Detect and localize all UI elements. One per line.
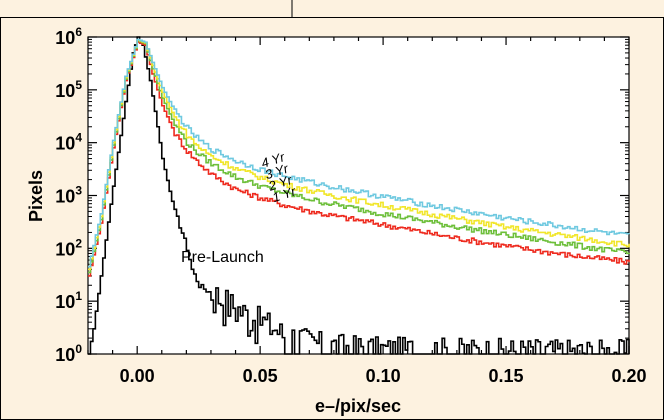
x-tick-label: 0.10 — [366, 366, 401, 386]
y-tick-label: 105 — [55, 78, 82, 101]
series-3-yr — [88, 39, 630, 271]
x-tick-label: 0.15 — [489, 366, 524, 386]
plot-area — [87, 36, 630, 355]
x-tick-label: 0.20 — [611, 366, 646, 386]
series-4-yr — [88, 38, 630, 268]
y-tick-label: 106 — [55, 25, 82, 48]
annotation-4-yr: 4 Yr — [259, 149, 287, 171]
series-line — [88, 39, 630, 274]
y-axis-ticks — [88, 36, 629, 355]
x-tick-label: 0.00 — [120, 366, 155, 386]
series-line — [88, 41, 630, 277]
series-line — [88, 38, 630, 268]
y-tick-label: 104 — [55, 131, 82, 154]
annotation-year-labels: 4 Yr 3 Yr 2 Yr 1 Yr — [259, 149, 298, 205]
y-tick-label: 103 — [55, 184, 82, 207]
y-axis-tick-labels: 100 101 102 103 104 105 106 — [55, 25, 82, 365]
series-line — [88, 39, 630, 271]
x-axis-label: e–/pix/sec — [315, 396, 401, 416]
annotation-pre-launch: Pre-Launch — [181, 249, 264, 266]
annotation-1-yr: 1 Yr — [270, 183, 298, 205]
annotation-2-yr: 2 Yr — [266, 172, 295, 194]
y-tick-label: 100 — [55, 342, 82, 365]
y-axis-label: Pixels — [26, 170, 46, 222]
series-layer — [88, 36, 630, 355]
series-2-yr — [88, 39, 630, 274]
y-tick-label: 101 — [55, 289, 82, 312]
y-tick-label: 102 — [55, 236, 82, 259]
series-line — [88, 36, 630, 355]
x-tick-label: 0.05 — [243, 366, 278, 386]
series-pre-launch — [88, 36, 630, 355]
annotation-3-yr: 3 Yr — [263, 160, 291, 182]
x-axis-tick-labels: 0.00 0.05 0.10 0.15 0.20 — [120, 366, 647, 386]
series-1-yr — [88, 41, 630, 277]
